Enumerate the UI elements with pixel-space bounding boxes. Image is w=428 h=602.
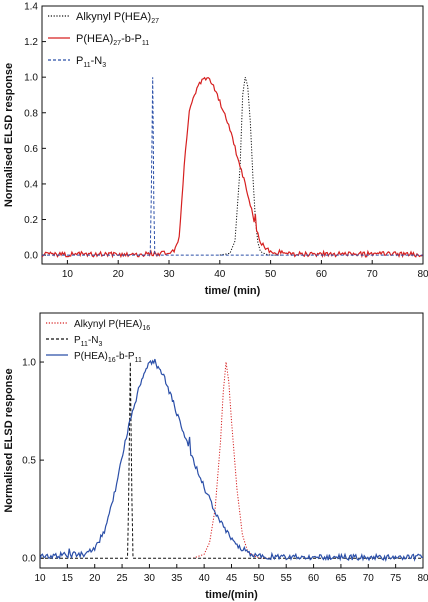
x-axis-label: time/(min) — [205, 589, 258, 601]
y-tick-label: 0.5 — [22, 456, 36, 467]
x-tick-label: 10 — [62, 269, 74, 280]
series-line — [40, 361, 423, 559]
y-axis-label: Normalised ELSD response — [3, 63, 15, 207]
plot-frame — [41, 5, 424, 265]
legend-entry: P11-N3 — [76, 55, 106, 69]
y-tick-label: 0.0 — [22, 554, 36, 565]
legend-entry: Alkynyl P(HEA)16 — [74, 319, 150, 332]
legend-entry: P(HEA)27-b-P11 — [76, 33, 149, 47]
x-tick-label: 30 — [144, 573, 156, 584]
legend-entry: P(HEA)16-b-P11 — [74, 351, 142, 364]
x-tick-label: 60 — [308, 573, 320, 584]
x-tick-label: 80 — [417, 269, 428, 280]
y-tick-label: 1.0 — [22, 358, 36, 369]
x-tick-label: 20 — [113, 269, 125, 280]
x-tick-label: 35 — [171, 573, 183, 584]
x-tick-label: 65 — [335, 573, 347, 584]
x-tick-label: 50 — [253, 573, 265, 584]
x-tick-label: 25 — [117, 573, 129, 584]
legend-entry: P11-N3 — [74, 335, 103, 348]
y-tick-label: 1.4 — [24, 2, 38, 13]
x-tick-label: 40 — [214, 269, 226, 280]
chart-top: 0.0 0.2 0.4 0.6 0.8 1.0 1.2 1.4 10 20 30 40 50 60 70 80… — [3, 2, 428, 298]
series-line — [219, 77, 281, 256]
series-line — [42, 76, 423, 259]
x-tick-label: 70 — [367, 269, 379, 280]
x-tick-label: 20 — [89, 573, 101, 584]
y-tick-label: 0.2 — [24, 215, 38, 226]
chart-bottom: 0.0 0.5 1.0 10 15 20 25 30 35 40 45 50 55 60 65 70 75 80 t… — [3, 312, 428, 601]
y-tick-label: 0.0 — [24, 251, 38, 262]
x-tick-label: 40 — [199, 573, 211, 584]
x-tick-label: 45 — [226, 573, 238, 584]
legend: Alkynyl P(HEA)16 P11-N3 P(HEA)16-b-P11 — [46, 319, 150, 364]
series-line — [42, 77, 423, 256]
x-tick-label: 15 — [62, 573, 74, 584]
y-tick-label: 1.0 — [24, 73, 38, 84]
x-axis-label: time/ (min) — [205, 285, 261, 297]
y-tick-label: 0.4 — [24, 179, 38, 190]
x-tick-label: 30 — [163, 269, 175, 280]
x-tick-label: 70 — [363, 573, 375, 584]
x-tick-label: 80 — [417, 573, 428, 584]
x-tick-label: 60 — [316, 269, 328, 280]
y-axis-label: Normalised ELSD response — [3, 368, 15, 512]
x-tick-label: 50 — [265, 269, 277, 280]
x-tick-label: 55 — [281, 573, 293, 584]
x-tick-label: 10 — [34, 573, 46, 584]
y-tick-label: 0.8 — [24, 108, 38, 119]
y-tick-label: 1.2 — [24, 37, 38, 48]
legend-entry: Alkynyl P(HEA)27 — [76, 11, 159, 25]
y-tick-label: 0.6 — [24, 144, 38, 155]
legend: Alkynyl P(HEA)27 P(HEA)27-b-P11 P11-N3 — [48, 11, 159, 69]
series-line — [193, 361, 270, 559]
series-line — [40, 358, 423, 563]
x-tick-label: 75 — [390, 573, 402, 584]
